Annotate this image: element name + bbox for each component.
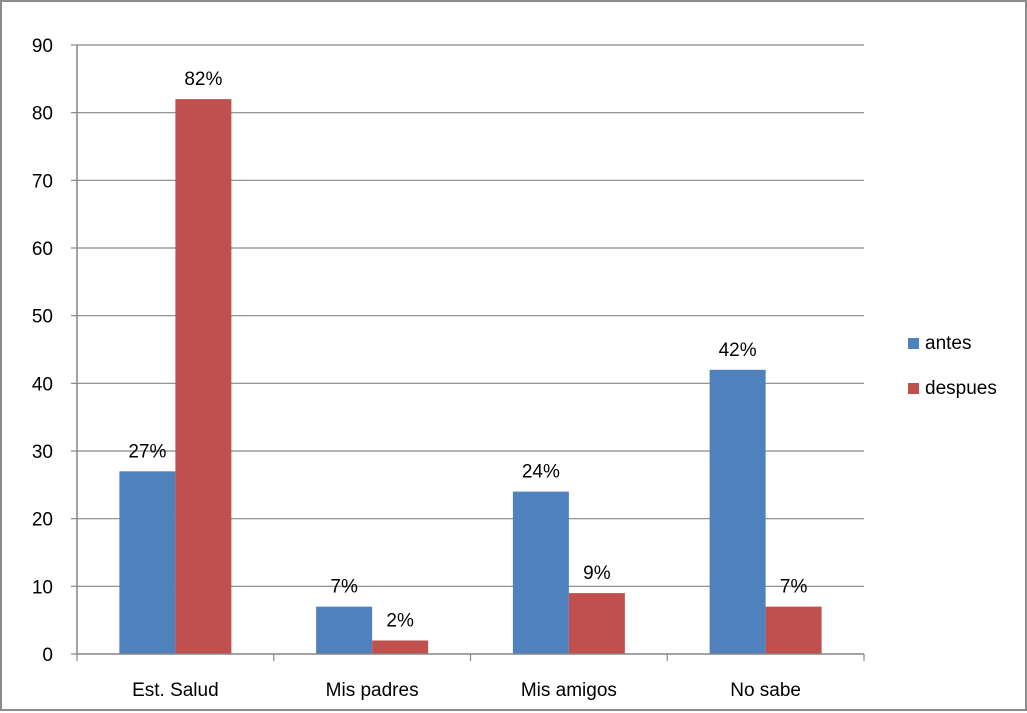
data-label-antes: 7% <box>330 577 358 598</box>
y-tick-label: 90 <box>32 36 53 57</box>
bar-antes-3 <box>709 369 766 654</box>
y-tick-label: 10 <box>32 577 53 598</box>
y-tick-label: 70 <box>32 171 53 192</box>
bars <box>119 99 822 655</box>
data-label-antes: 27% <box>128 441 166 462</box>
legend: antes despues <box>908 333 997 399</box>
y-axis-ticks: 0 10 20 30 40 50 60 70 80 90 <box>32 36 77 666</box>
legend-label-despues: despues <box>925 378 997 399</box>
bar-antes-1 <box>316 606 373 654</box>
y-tick-label: 0 <box>42 645 53 666</box>
x-tick-label: Est. Salud <box>132 680 219 701</box>
data-label-despues: 9% <box>583 563 611 584</box>
legend-label-antes: antes <box>925 333 971 354</box>
y-tick-label: 30 <box>32 442 53 463</box>
bar-despues-2 <box>568 593 625 654</box>
x-axis-ticks: Est. Salud Mis padres Mis amigos No sabe <box>76 654 865 701</box>
data-label-antes: 42% <box>719 340 757 361</box>
data-labels: 27% 82% 7% 2% 24% 9% 42% 7% <box>128 69 807 631</box>
bar-despues-3 <box>765 606 822 654</box>
legend-swatch-despues <box>908 383 919 394</box>
x-tick-label: Mis padres <box>326 680 419 701</box>
y-tick-label: 40 <box>32 374 53 395</box>
y-tick-label: 50 <box>32 307 53 328</box>
x-tick-label: No sabe <box>730 680 801 701</box>
bar-despues-0 <box>175 99 232 655</box>
y-tick-label: 60 <box>32 239 53 260</box>
data-label-despues: 7% <box>780 577 808 598</box>
data-label-despues: 82% <box>184 69 222 90</box>
x-tick-label: Mis amigos <box>521 680 617 701</box>
legend-swatch-antes <box>908 338 919 349</box>
data-label-antes: 24% <box>522 462 560 483</box>
bar-despues-1 <box>372 640 429 654</box>
y-tick-label: 80 <box>32 104 53 125</box>
data-label-despues: 2% <box>386 610 414 631</box>
bar-antes-0 <box>119 471 176 654</box>
bar-antes-2 <box>512 491 569 654</box>
y-tick-label: 20 <box>32 510 53 531</box>
